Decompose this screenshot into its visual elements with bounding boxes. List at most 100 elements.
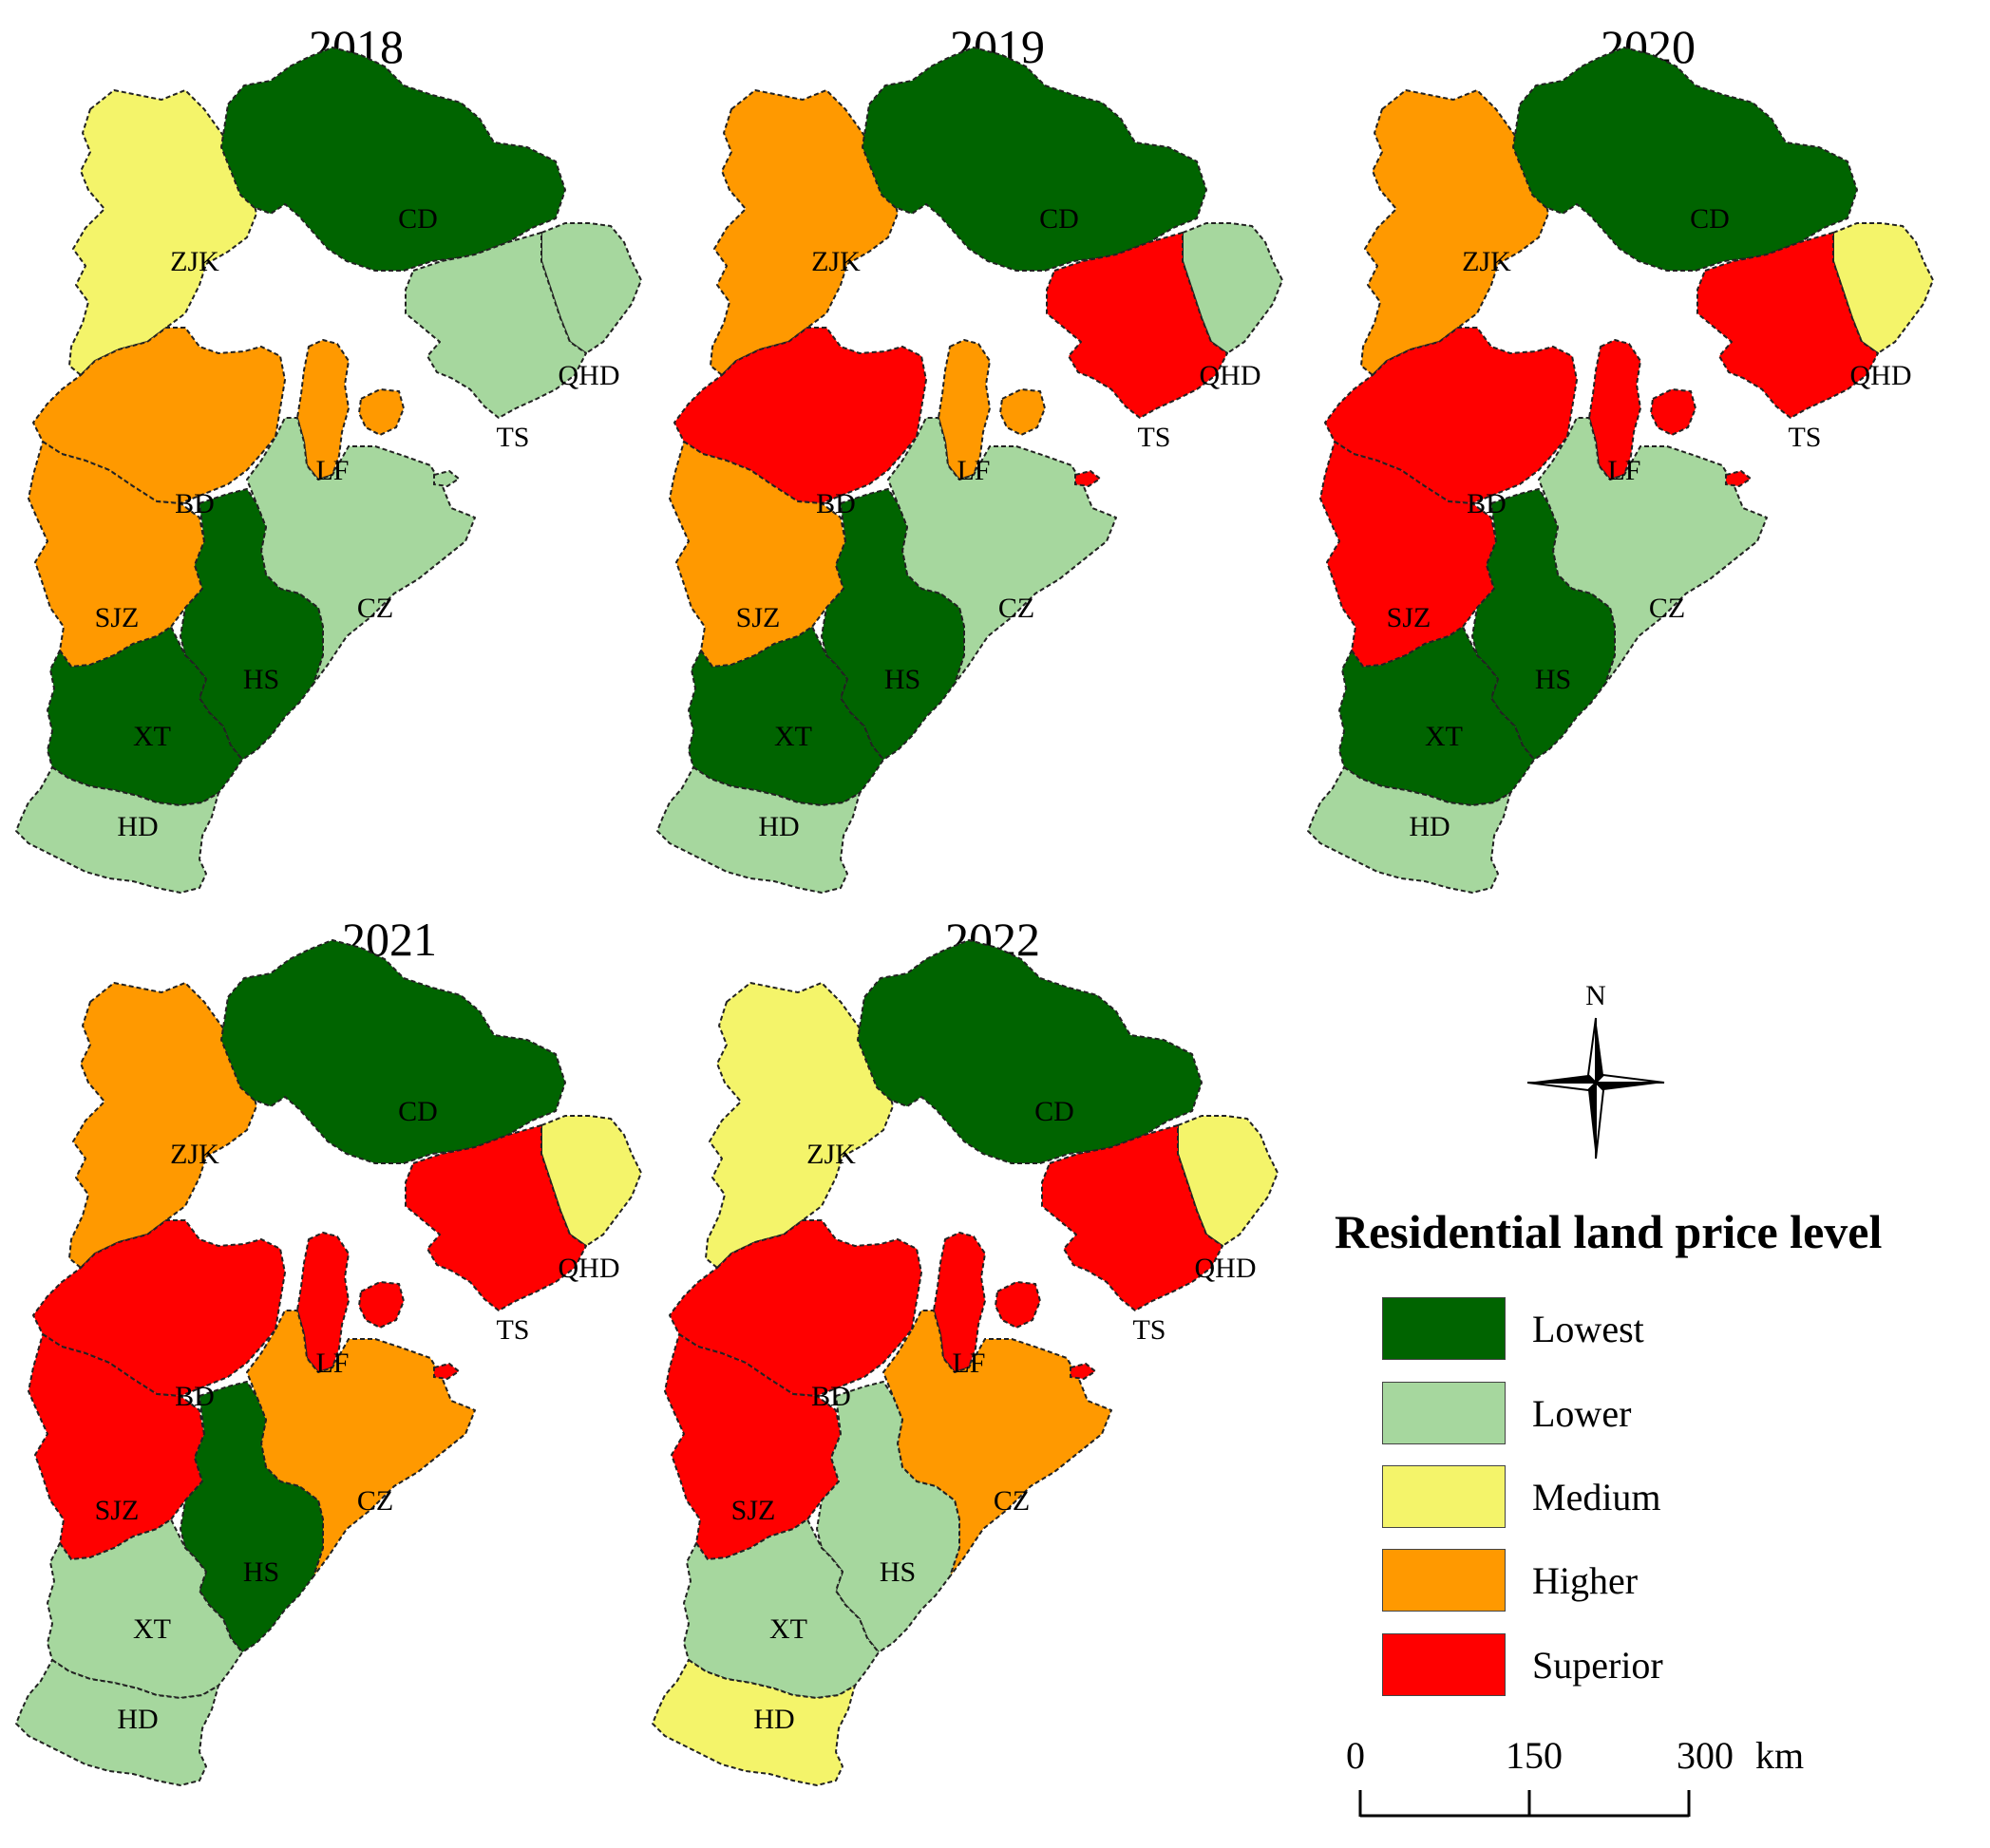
region-label-cz: CZ xyxy=(998,593,1034,624)
region-label-cd: CD xyxy=(1034,1096,1074,1127)
region-qhd xyxy=(540,1115,642,1247)
scale-tick-label: 150 xyxy=(1506,1734,1563,1777)
region-label-bd: BD xyxy=(816,488,856,519)
map-panel-2022: 2022 ZJK CD QHD TS BD LF CZ SJZ HS XT HD xyxy=(636,912,1282,1814)
legend-swatch xyxy=(1382,1633,1506,1696)
unshaded-area xyxy=(185,204,373,353)
region-xt xyxy=(1338,626,1535,806)
region-cd xyxy=(862,47,1207,272)
region-hs xyxy=(1471,488,1616,761)
region-lf xyxy=(938,339,991,481)
region-label-ts: TS xyxy=(496,1314,529,1346)
map-panel-2020: 2020 ZJK CD QHD TS BD LF CZ SJZ HS XT HD xyxy=(1292,19,1938,921)
region-label-xt: XT xyxy=(769,1613,807,1645)
region-label-ts: TS xyxy=(1788,422,1821,453)
region-label-hd: HD xyxy=(117,1704,158,1735)
region-xt xyxy=(47,1518,243,1699)
region-lf xyxy=(1588,339,1641,481)
region-label-qhd: QHD xyxy=(1850,360,1912,391)
region-cd xyxy=(857,939,1203,1164)
region-hd xyxy=(15,1659,219,1786)
region-label-zjk: ZJK xyxy=(811,246,861,277)
region-label-cz: CZ xyxy=(994,1485,1030,1517)
unshaded-area xyxy=(822,1097,1010,1246)
legend-label: Medium xyxy=(1532,1476,1661,1518)
region-lf xyxy=(296,339,350,481)
region-label-hs: HS xyxy=(884,664,920,695)
region-hd xyxy=(1307,766,1511,894)
region-ts xyxy=(405,232,587,419)
region-label-hs: HS xyxy=(880,1556,916,1588)
region-label-hs: HS xyxy=(243,1556,279,1588)
region-label-cz: CZ xyxy=(1649,593,1685,624)
region-label-cz: CZ xyxy=(357,1485,393,1517)
region-lf-part xyxy=(357,387,406,437)
legend-swatch xyxy=(1382,1382,1506,1444)
region-hs xyxy=(180,488,324,761)
north-arrow-icon: N xyxy=(1526,980,1665,1160)
north-label: N xyxy=(1585,980,1606,1011)
region-label-hd: HD xyxy=(753,1704,794,1735)
region-ts-part xyxy=(433,1362,461,1381)
region-label-cz: CZ xyxy=(357,593,393,624)
region-label-sjz: SJZ xyxy=(736,602,781,633)
region-label-cd: CD xyxy=(398,203,438,235)
region-zjk xyxy=(68,89,257,376)
region-lf-part xyxy=(998,387,1047,437)
region-label-sjz: SJZ xyxy=(1387,602,1431,633)
region-lf-part xyxy=(994,1280,1042,1329)
region-label-zjk: ZJK xyxy=(1462,246,1511,277)
region-xt xyxy=(688,626,884,806)
region-hd xyxy=(656,766,861,894)
region-qhd xyxy=(540,222,642,354)
legend-label: Lower xyxy=(1532,1392,1632,1435)
map-panel-2018: 2018 ZJK CD QHD TS BD LF CZ SJZ HS XT HD xyxy=(0,19,646,921)
region-label-hs: HS xyxy=(243,664,279,695)
region-lf-part xyxy=(357,1280,406,1329)
region-label-bd: BD xyxy=(1467,488,1507,519)
region-label-hd: HD xyxy=(1409,811,1450,842)
region-label-bd: BD xyxy=(175,1381,215,1412)
map-svg: ZJK CD QHD TS BD LF CZ SJZ HS XT HD xyxy=(652,939,1279,1786)
region-label-ts: TS xyxy=(1132,1314,1166,1346)
map-panel-2019: 2019 ZJK CD QHD TS BD LF CZ SJZ HS XT HD xyxy=(641,19,1287,921)
region-ts xyxy=(1046,232,1228,419)
region-label-hs: HS xyxy=(1535,664,1571,695)
legend-swatch xyxy=(1382,1297,1506,1360)
region-hd xyxy=(15,766,219,894)
region-label-xt: XT xyxy=(133,1613,171,1645)
region-label-qhd: QHD xyxy=(559,360,620,391)
region-bd xyxy=(673,327,927,504)
region-hs xyxy=(816,1381,960,1653)
region-zjk xyxy=(710,89,899,376)
scale-unit: km xyxy=(1755,1734,1805,1777)
region-bd xyxy=(669,1219,922,1397)
region-label-xt: XT xyxy=(774,721,812,752)
unshaded-area xyxy=(185,1097,373,1246)
region-label-hd: HD xyxy=(758,811,799,842)
region-label-ts: TS xyxy=(496,422,529,453)
region-label-lf: LF xyxy=(957,455,990,486)
region-lf xyxy=(933,1232,986,1373)
region-label-cd: CD xyxy=(1039,203,1079,235)
legend-label: Lowest xyxy=(1532,1308,1644,1350)
region-label-zjk: ZJK xyxy=(170,1139,219,1170)
map-svg: ZJK CD QHD TS BD LF CZ SJZ HS XT HD xyxy=(656,47,1283,894)
region-label-lf: LF xyxy=(315,455,349,486)
region-label-zjk: ZJK xyxy=(170,246,219,277)
region-zjk xyxy=(705,982,894,1269)
region-label-hd: HD xyxy=(117,811,158,842)
region-ts xyxy=(405,1124,587,1311)
region-ts-part xyxy=(433,469,461,488)
unshaded-area xyxy=(1477,204,1665,353)
region-ts-part xyxy=(1074,469,1102,488)
region-ts-part xyxy=(1725,469,1753,488)
region-lf-part xyxy=(1649,387,1697,437)
region-label-qhd: QHD xyxy=(1195,1253,1257,1284)
region-label-qhd: QHD xyxy=(559,1253,620,1284)
region-bd xyxy=(32,1219,286,1397)
region-hd xyxy=(652,1659,856,1786)
region-zjk xyxy=(1360,89,1549,376)
region-label-cd: CD xyxy=(398,1096,438,1127)
legend-label: Higher xyxy=(1532,1559,1639,1602)
